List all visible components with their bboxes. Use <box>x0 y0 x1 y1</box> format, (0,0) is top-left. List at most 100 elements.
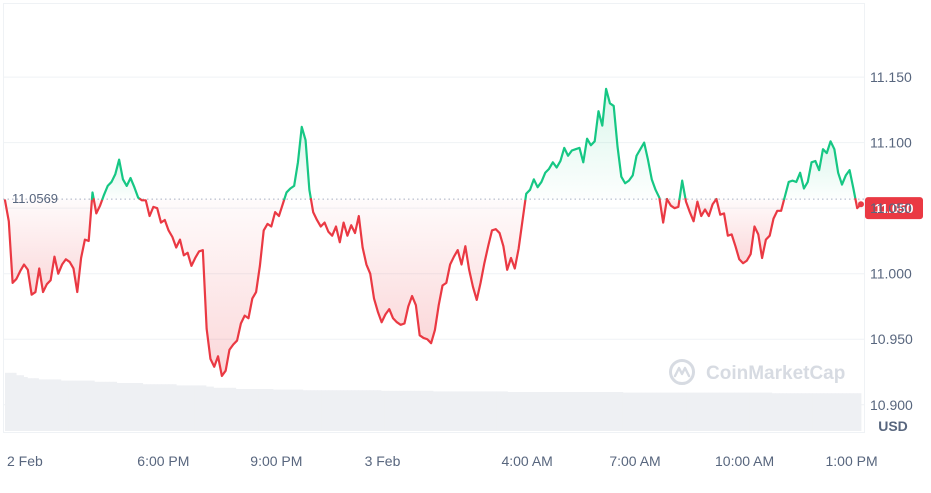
volume-bar <box>801 393 806 431</box>
volume-bar <box>261 389 266 431</box>
volume-bar <box>60 380 65 431</box>
volume-bar <box>16 375 21 431</box>
volume-bar <box>462 391 467 431</box>
volume-bar <box>473 391 479 431</box>
volume-bar <box>57 379 62 431</box>
volume-bar <box>42 379 47 431</box>
volume-bar <box>578 392 583 431</box>
volume-bar <box>120 383 125 431</box>
volume-bar <box>176 385 181 431</box>
price-line-up-segment <box>783 140 857 201</box>
volume-bar <box>782 393 787 431</box>
volume-bar <box>820 393 825 431</box>
volume-bar <box>440 391 445 431</box>
volume-bar <box>205 386 211 431</box>
x-tick-label: 6:00 PM <box>137 453 189 469</box>
volume-bar <box>287 389 292 431</box>
price-line-down-segment <box>139 198 286 378</box>
volume-bar <box>68 380 73 431</box>
volume-bar <box>767 392 773 431</box>
volume-bar <box>682 392 687 431</box>
volume-bar <box>559 392 564 431</box>
volume-bar <box>373 390 378 431</box>
volume-bar <box>258 389 263 431</box>
volume-bar <box>235 389 240 431</box>
volume-bar <box>693 392 698 431</box>
x-tick-label: 3 Feb <box>365 453 401 469</box>
volume-bar <box>637 392 642 431</box>
volume-bar <box>537 392 542 431</box>
volume-bar <box>425 390 430 431</box>
area-fill-up <box>284 126 311 200</box>
volume-bar <box>544 392 549 431</box>
volume-bar <box>529 392 534 431</box>
volume-bar <box>265 389 270 431</box>
price-line-down-segment <box>684 198 718 223</box>
volume-bar <box>116 383 121 431</box>
volume-bar <box>488 391 493 431</box>
volume-bar <box>481 391 486 431</box>
volume-bar <box>209 386 214 431</box>
volume-bar <box>749 392 754 431</box>
volume-bar <box>857 393 862 431</box>
volume-bar <box>392 390 397 431</box>
current-price-dot <box>858 201 864 208</box>
volume-bar <box>574 392 579 431</box>
volume-bar <box>131 383 136 431</box>
volume-bar <box>540 392 546 431</box>
volume-bar <box>808 393 814 431</box>
volume-bar <box>168 384 173 431</box>
volume-bar <box>503 391 508 431</box>
volume-bar <box>552 392 557 431</box>
volume-bar <box>213 387 218 431</box>
volume-bar <box>295 389 300 431</box>
volume-bar <box>712 392 717 431</box>
volume-bar <box>615 392 620 431</box>
volume-bar <box>406 390 412 431</box>
volume-bar <box>202 385 207 431</box>
volume-bar <box>157 384 162 431</box>
volume-bar <box>727 392 732 431</box>
price-line-up-segment <box>524 87 661 201</box>
y-tick-label: 11.150 <box>870 69 912 85</box>
volume-bar <box>585 392 590 431</box>
volume-bar <box>671 392 676 431</box>
volume-bar <box>723 392 728 431</box>
volume-bar <box>831 393 836 431</box>
volume-bar <box>313 390 319 431</box>
volume-bar <box>135 383 140 431</box>
volume-bar <box>619 392 624 431</box>
volume-bar <box>272 389 278 431</box>
volume-bar <box>459 391 464 431</box>
volume-bar <box>403 390 408 431</box>
volume-bar <box>254 389 259 431</box>
y-tick-label: 10.900 <box>870 397 913 413</box>
volume-bar <box>232 387 237 431</box>
volume-bar <box>336 390 341 431</box>
volume-bar <box>753 392 758 431</box>
area-fill-down <box>5 199 92 295</box>
current-price-badge: 11.050 <box>865 197 923 220</box>
volume-bar <box>514 392 519 431</box>
volume-bar <box>555 392 560 431</box>
volume-bar <box>436 391 441 431</box>
volume-bar <box>64 380 69 431</box>
area-fill-down <box>685 199 717 222</box>
volume-bar <box>284 389 289 431</box>
volume-bar <box>708 392 713 431</box>
reference-price-label: 11.0569 <box>12 191 58 206</box>
volume-bar <box>589 392 594 431</box>
volume-bar <box>499 391 505 431</box>
volume-bar <box>299 389 304 431</box>
y-tick-label: 11.050 <box>870 200 912 216</box>
volume-bar <box>741 392 747 431</box>
volume-bar <box>849 393 854 431</box>
volume-bar <box>715 392 720 431</box>
volume-bar <box>127 383 132 431</box>
volume-bar <box>704 392 709 431</box>
volume-bar <box>760 392 765 431</box>
volume-bar <box>805 393 810 431</box>
volume-bar <box>124 383 129 431</box>
